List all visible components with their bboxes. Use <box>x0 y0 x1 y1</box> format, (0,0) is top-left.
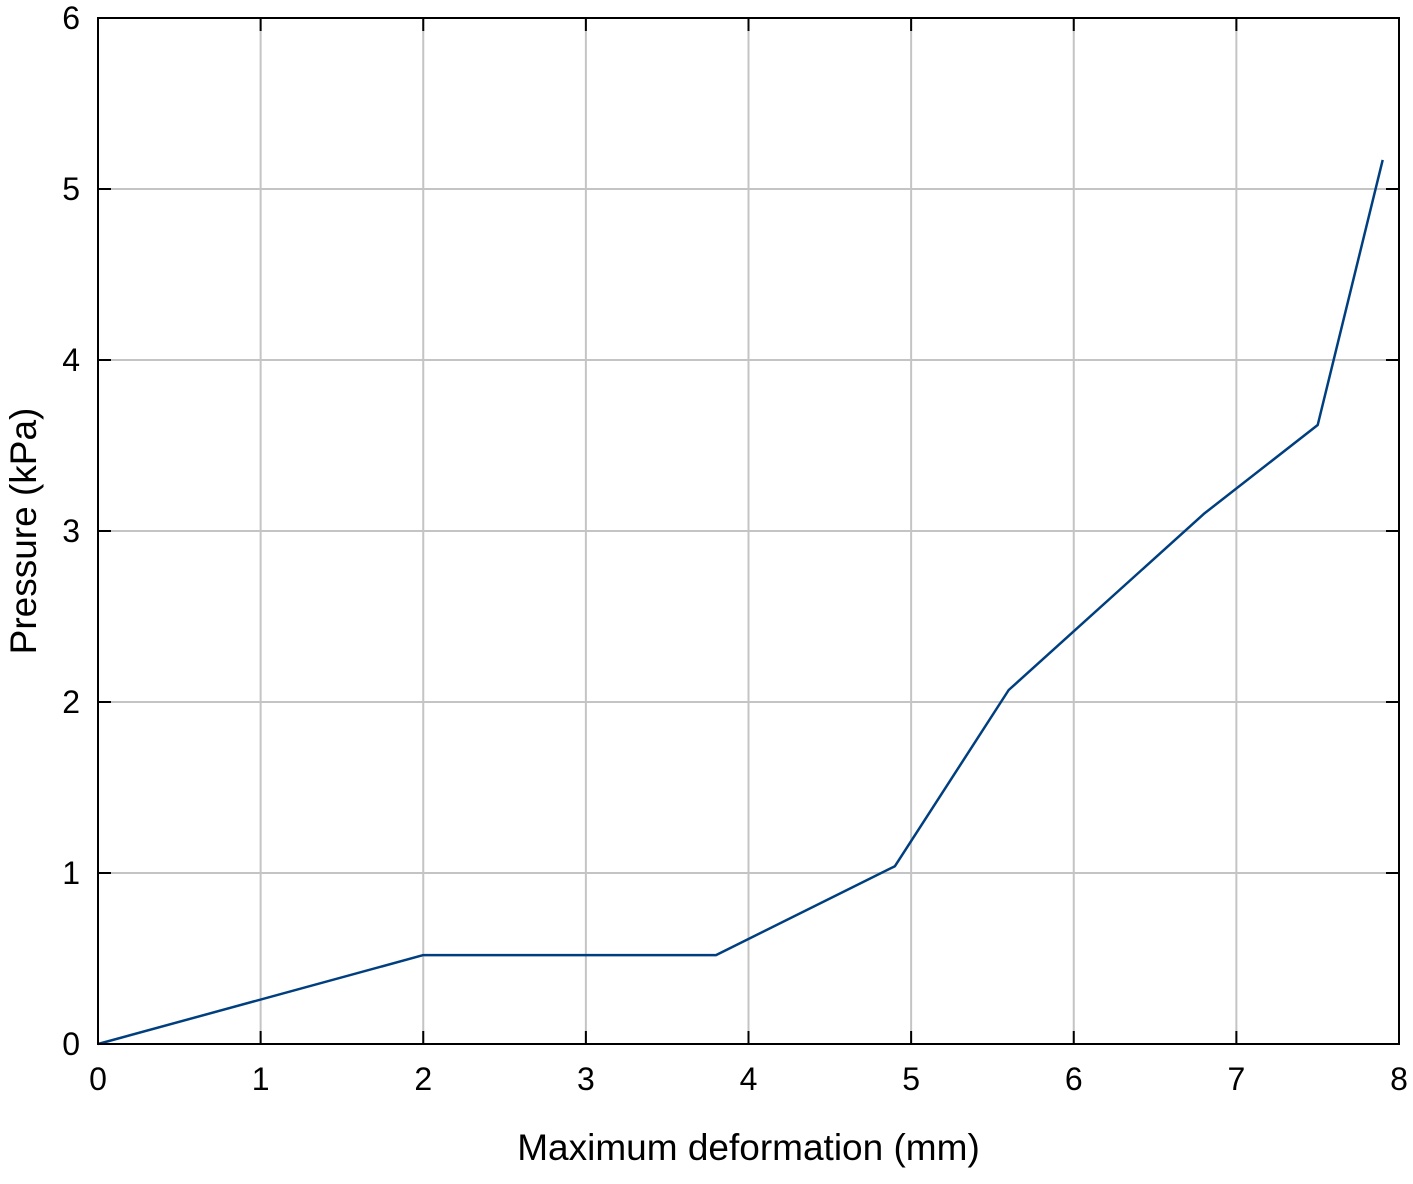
y-tick-label: 5 <box>62 171 80 207</box>
x-axis-label: Maximum deformation (mm) <box>517 1127 980 1168</box>
x-tick-label: 4 <box>740 1061 758 1097</box>
y-tick-label: 3 <box>62 513 80 549</box>
x-tick-label: 2 <box>414 1061 432 1097</box>
x-tick-label: 6 <box>1065 1061 1083 1097</box>
x-tick-label: 7 <box>1227 1061 1245 1097</box>
x-tick-label: 1 <box>252 1061 270 1097</box>
y-tick-label: 4 <box>62 342 80 378</box>
y-tick-label: 1 <box>62 855 80 891</box>
series-line <box>97 159 1384 1046</box>
x-tick-label: 0 <box>89 1061 107 1097</box>
x-tick-label: 3 <box>577 1061 595 1097</box>
tick-marks <box>97 17 1400 1045</box>
y-tick-label: 2 <box>62 684 80 720</box>
y-tick-label: 6 <box>62 0 80 36</box>
grid-lines <box>97 17 1400 1045</box>
tick-labels: 0 1 2 3 4 5 6 7 8 0 1 2 3 4 5 6 <box>62 0 1408 1097</box>
series-layer <box>97 159 1384 1046</box>
x-tick-label: 8 <box>1390 1061 1408 1097</box>
y-axis-label: Pressure (kPa) <box>3 408 44 655</box>
y-tick-label: 0 <box>62 1026 80 1062</box>
x-tick-label: 5 <box>902 1061 920 1097</box>
